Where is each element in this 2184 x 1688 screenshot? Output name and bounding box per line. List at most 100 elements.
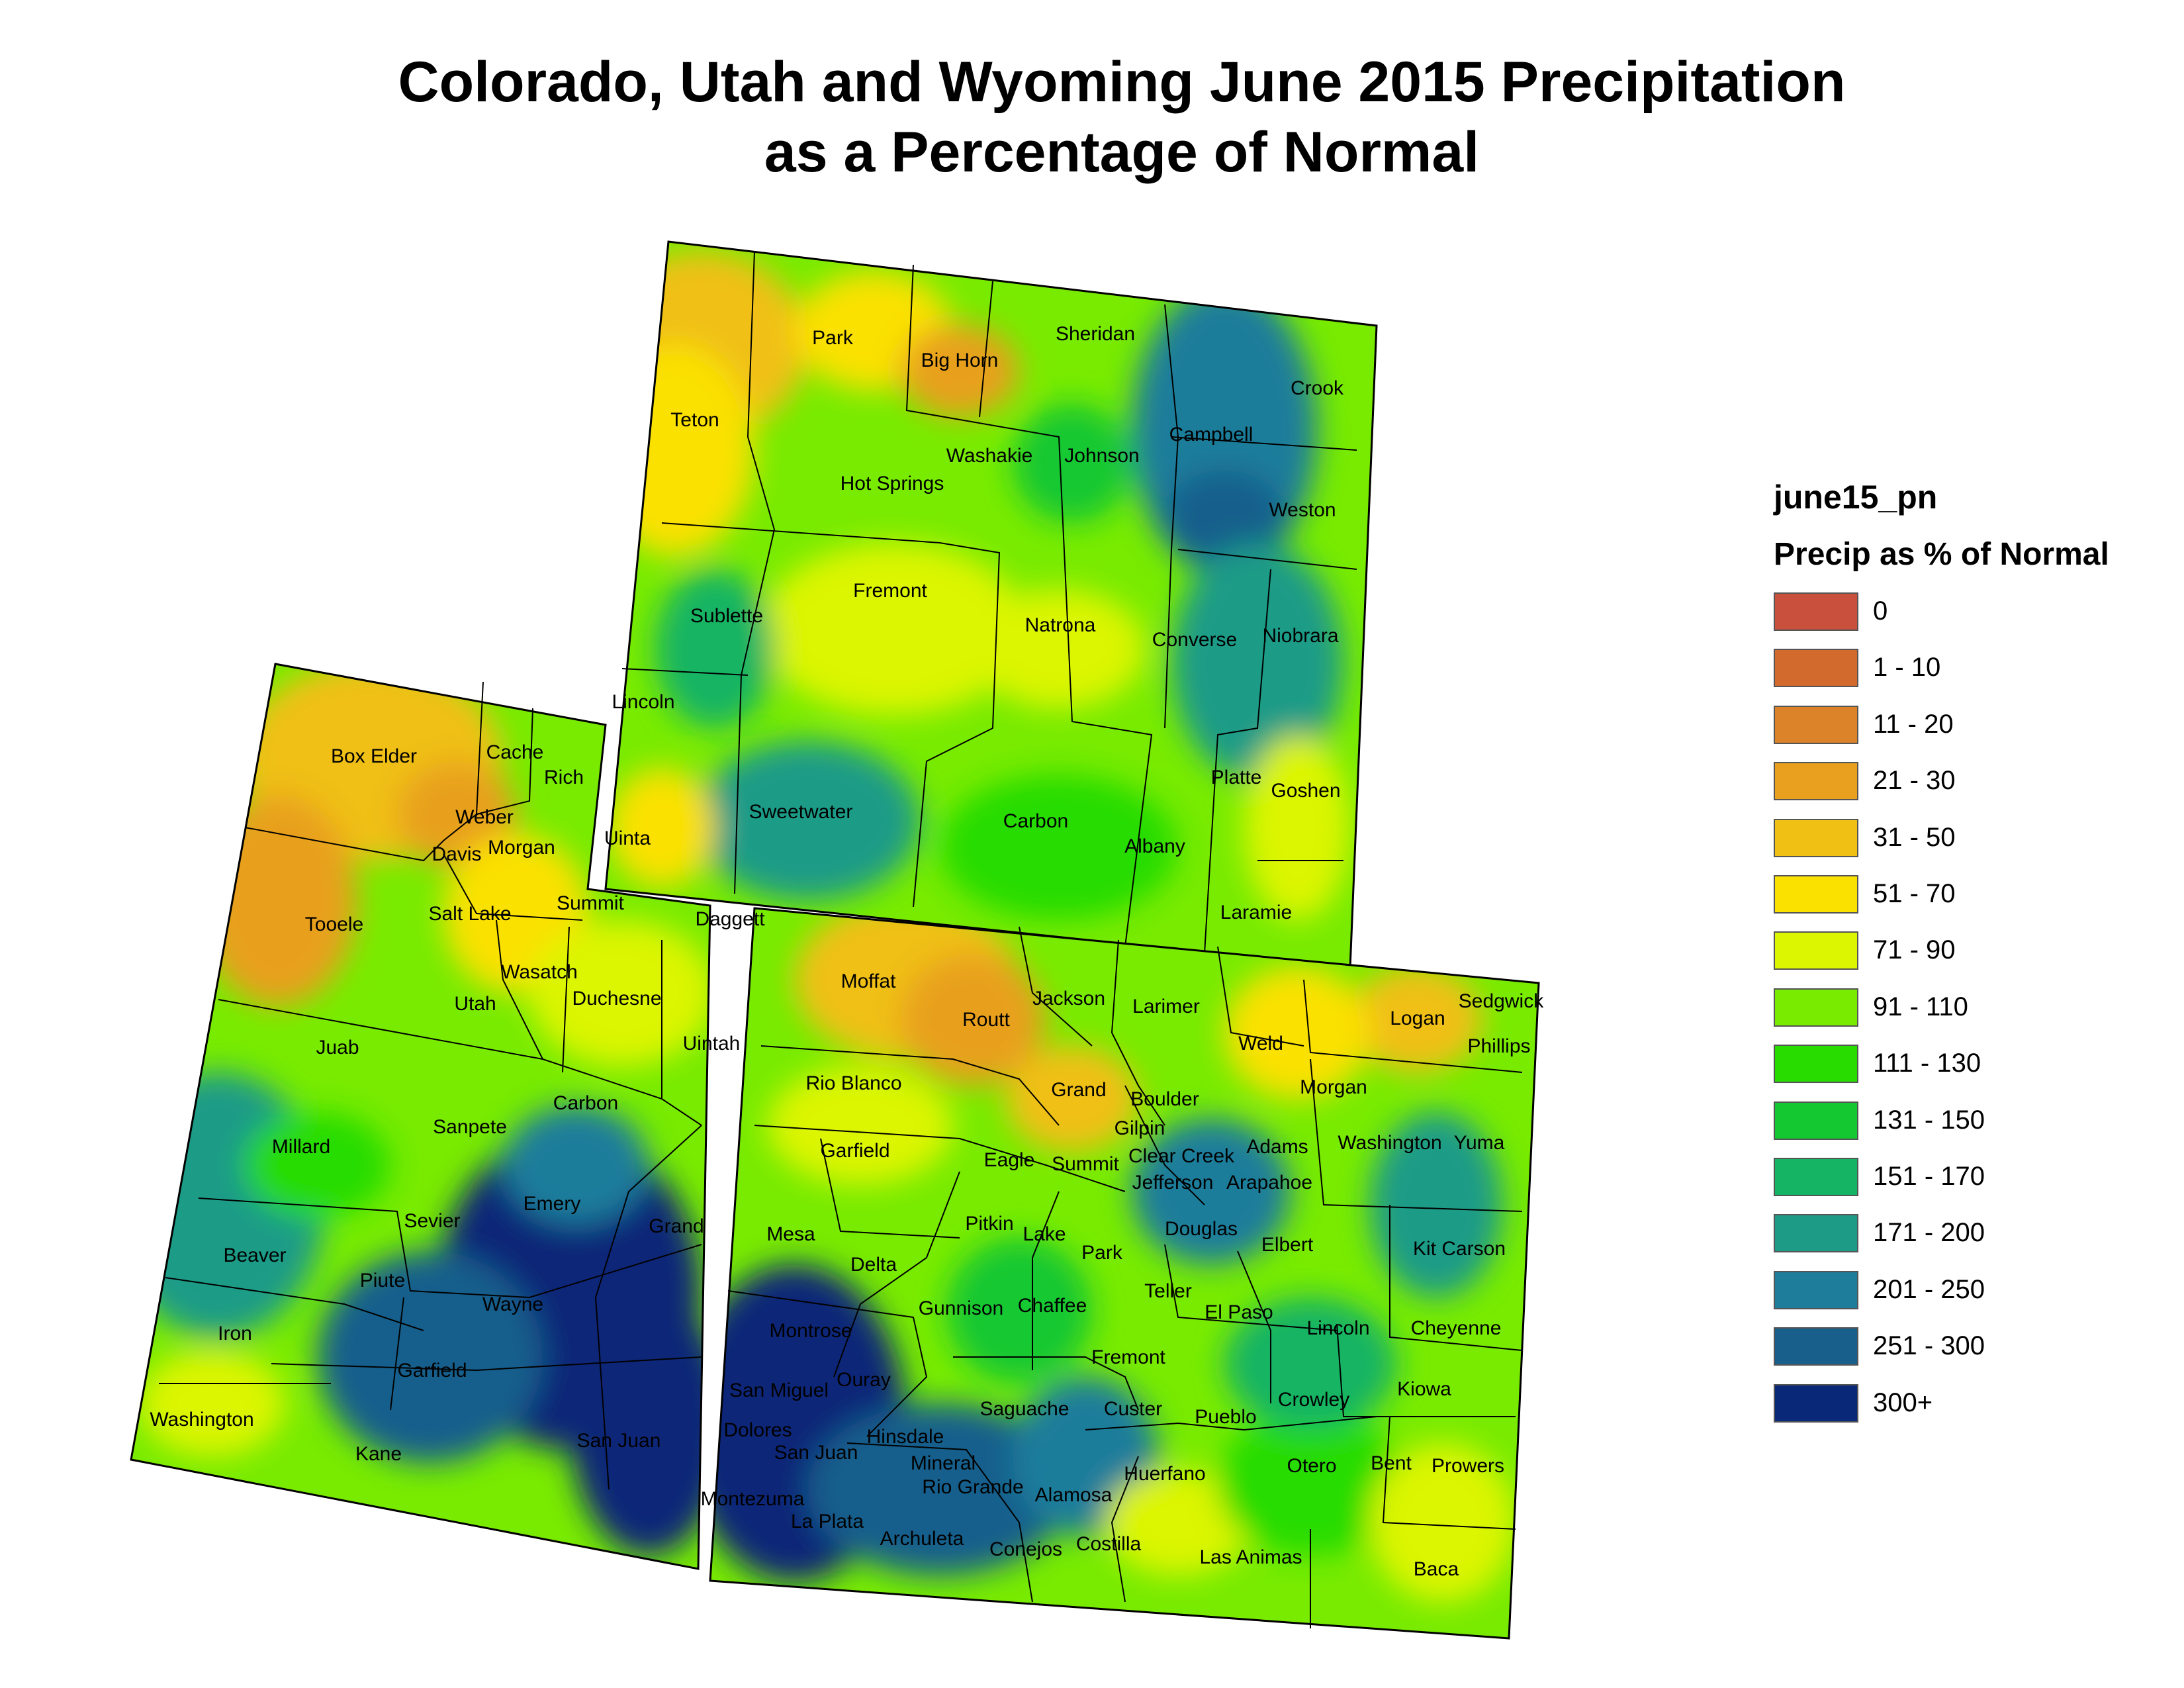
county-label-co-moffat: Moffat — [841, 970, 896, 992]
county-label-co-logan: Logan — [1390, 1008, 1445, 1029]
county-label-ut-box-elder: Box Elder — [331, 745, 417, 767]
county-label-ut-millard: Millard — [272, 1136, 330, 1158]
county-label-co-cheyenne: Cheyenne — [1411, 1317, 1502, 1339]
county-label-wy-hot-springs: Hot Springs — [841, 473, 944, 494]
county-label-co-pitkin: Pitkin — [965, 1213, 1013, 1235]
county-label-wy-natrona: Natrona — [1025, 614, 1096, 636]
legend-label: 91 - 110 — [1873, 992, 1968, 1021]
county-label-co-adams: Adams — [1246, 1136, 1308, 1158]
county-label-co-dolores: Dolores — [723, 1419, 792, 1441]
county-label-co-el-paso: El Paso — [1205, 1301, 1273, 1323]
county-label-co-phillips: Phillips — [1467, 1035, 1530, 1057]
county-label-ut-salt-lake: Salt Lake — [428, 903, 511, 925]
county-label-co-bent: Bent — [1371, 1452, 1412, 1474]
legend-item: 71 - 90 — [1774, 931, 2144, 971]
county-label-ut-iron: Iron — [218, 1323, 252, 1344]
county-label-co-las-animas: Las Animas — [1199, 1546, 1302, 1568]
legend-swatch — [1774, 1270, 1858, 1309]
legend-label: 31 - 50 — [1873, 822, 1956, 852]
legend-swatch — [1774, 762, 1858, 801]
legend-item: 1 - 10 — [1774, 649, 2144, 688]
county-label-co-yuma: Yuma — [1454, 1132, 1505, 1154]
legend-label: 251 - 300 — [1873, 1331, 1985, 1361]
county-label-co-delta: Delta — [850, 1254, 897, 1276]
county-label-co-chaffee: Chaffee — [1018, 1295, 1087, 1317]
county-label-ut-duchesne: Duchesne — [572, 988, 661, 1009]
legend-label: 131 - 150 — [1873, 1105, 1985, 1135]
county-label-co-arapahoe: Arapahoe — [1226, 1172, 1312, 1194]
county-label-wy-lincoln: Lincoln — [612, 691, 674, 713]
legend-label: 51 - 70 — [1873, 879, 1956, 908]
county-label-ut-juab: Juab — [316, 1037, 359, 1058]
legend-title: june15_pn — [1774, 479, 1938, 516]
county-label-co-lake: Lake — [1023, 1223, 1066, 1245]
county-label-wy-platte: Platte — [1211, 767, 1262, 788]
county-label-co-lincoln: Lincoln — [1306, 1317, 1369, 1339]
legend-label: 0 — [1873, 596, 1888, 626]
legend-item: 300+ — [1774, 1383, 2144, 1424]
county-label-co-garfield: Garfield — [820, 1140, 889, 1162]
legend-swatch — [1774, 818, 1858, 857]
legend-swatch — [1774, 1327, 1858, 1366]
county-label-wy-sweetwater: Sweetwater — [749, 801, 853, 823]
county-label-ut-summit: Summit — [557, 892, 624, 914]
county-label-co-washington: Washington — [1338, 1132, 1441, 1154]
county-label-wy-converse: Converse — [1152, 629, 1237, 651]
legend-swatch — [1774, 931, 1858, 970]
county-label-co-ouray: Ouray — [837, 1369, 891, 1391]
county-label-co-rio-blanco: Rio Blanco — [805, 1072, 901, 1094]
county-label-wy-big-horn: Big Horn — [921, 350, 999, 371]
legend-swatch — [1774, 705, 1858, 744]
county-label-co-boulder: Boulder — [1130, 1088, 1199, 1110]
county-label-co-costilla: Costilla — [1076, 1533, 1142, 1555]
legend-item: 111 - 130 — [1774, 1045, 2144, 1084]
county-label-ut-wayne: Wayne — [482, 1293, 543, 1315]
county-label-co-alamosa: Alamosa — [1035, 1484, 1113, 1506]
county-label-wy-carbon: Carbon — [1003, 810, 1068, 832]
legend-item: 151 - 170 — [1774, 1158, 2144, 1197]
legend-label: 11 - 20 — [1873, 709, 1954, 739]
county-label-ut-tooele: Tooele — [305, 914, 363, 935]
legend-swatch — [1774, 649, 1858, 688]
legend-label: 1 - 10 — [1873, 653, 1941, 682]
legend-label: 300+ — [1873, 1387, 1933, 1417]
legend-swatch — [1774, 1158, 1858, 1196]
county-label-wy-sheridan: Sheridan — [1056, 323, 1135, 345]
county-label-co-kit-carson: Kit Carson — [1413, 1238, 1506, 1260]
legend-label: 201 - 250 — [1873, 1274, 1985, 1304]
county-label-co-park: Park — [1081, 1242, 1123, 1264]
county-label-wy-sublette: Sublette — [690, 605, 763, 627]
county-label-co-gilpin: Gilpin — [1115, 1117, 1165, 1139]
legend-label: 111 - 130 — [1873, 1049, 1981, 1078]
county-label-co-san-juan: San Juan — [774, 1442, 858, 1464]
legend-item: 51 - 70 — [1774, 875, 2144, 915]
map-title-line-2: as a Percentage of Normal — [764, 120, 1480, 184]
county-label-ut-cache: Cache — [486, 741, 544, 763]
county-label-co-summit: Summit — [1052, 1153, 1119, 1175]
county-label-co-jackson: Jackson — [1032, 988, 1105, 1009]
county-label-ut-grand: Grand — [649, 1215, 704, 1237]
legend-subtitle: Precip as % of Normal — [1774, 537, 2109, 572]
legend-label: 171 - 200 — [1873, 1218, 1985, 1248]
county-label-wy-weston: Weston — [1269, 499, 1336, 521]
county-label-ut-piute: Piute — [360, 1270, 405, 1291]
county-label-co-prowers: Prowers — [1432, 1455, 1504, 1477]
county-label-wy-goshen: Goshen — [1271, 780, 1340, 802]
legend-item: 251 - 300 — [1774, 1327, 2144, 1367]
county-label-co-sedgwick: Sedgwick — [1459, 990, 1544, 1012]
county-label-ut-morgan: Morgan — [488, 837, 555, 859]
legend-item: 21 - 30 — [1774, 762, 2144, 802]
county-label-co-otero: Otero — [1287, 1455, 1336, 1477]
county-label-wy-campbell: Campbell — [1169, 424, 1253, 445]
county-label-ut-davis: Davis — [432, 843, 481, 865]
state-wyoming — [604, 240, 1378, 969]
county-label-ut-wasatch: Wasatch — [501, 961, 578, 983]
legend-item: 131 - 150 — [1774, 1101, 2144, 1141]
legend-swatch — [1774, 875, 1858, 914]
county-label-ut-carbon: Carbon — [553, 1092, 618, 1114]
county-label-ut-garfield: Garfield — [397, 1360, 467, 1382]
county-label-ut-washington: Washington — [150, 1409, 253, 1430]
county-label-wy-washakie: Washakie — [946, 445, 1033, 467]
county-label-co-san-miguel: San Miguel — [729, 1380, 829, 1401]
